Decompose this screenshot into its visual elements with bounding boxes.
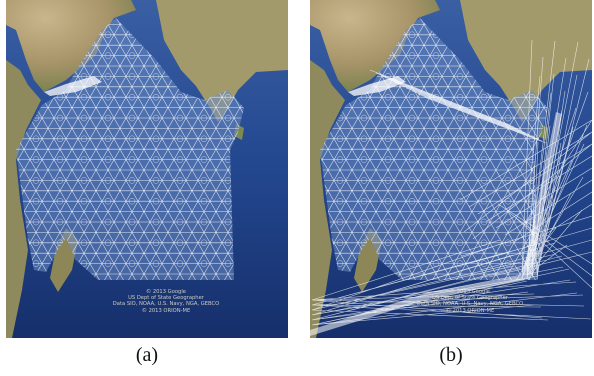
credit-line: US Dept of State Geographer (432, 295, 508, 302)
map-panel-b: © 2013 Google US Dept of State Geographe… (310, 0, 592, 338)
land-arabia (310, 0, 440, 92)
credit-line: © 2013 ORION-ME (445, 307, 495, 314)
gulf-of-aden-mesh (348, 76, 406, 96)
map-credits-a: © 2013 Google US Dept of State Geographe… (86, 289, 246, 314)
map-credits-b: © 2013 Google US Dept of State Geographe… (390, 289, 550, 314)
map-panel-a: © 2013 Google US Dept of State Geographe… (6, 0, 288, 338)
satellite-map-b (310, 0, 592, 338)
credit-line: US Dept of State Geographer (128, 295, 204, 302)
caption-b: (b) (439, 344, 463, 366)
land-arabia (6, 0, 136, 92)
credit-line: © 2013 Google (450, 289, 490, 295)
land-africa (6, 60, 41, 338)
land-india (460, 0, 592, 122)
land-africa (310, 60, 345, 338)
credit-line: © 2013 ORION-ME (141, 307, 191, 314)
long-range-links (310, 39, 592, 336)
dense-link-band (310, 276, 526, 336)
satellite-map-a (6, 0, 288, 338)
credit-line: Data SIO, NOAA, U.S. Navy, NGA, GEBCO (416, 301, 524, 308)
caption-a: (a) (135, 344, 159, 366)
credit-line: © 2013 Google (146, 289, 186, 295)
land-india (156, 0, 288, 122)
dense-link-spine (522, 112, 562, 280)
gulf-of-aden-mesh (44, 76, 102, 96)
credit-line: Data SIO, NOAA, U.S. Navy, NGA, GEBCO (112, 301, 220, 308)
